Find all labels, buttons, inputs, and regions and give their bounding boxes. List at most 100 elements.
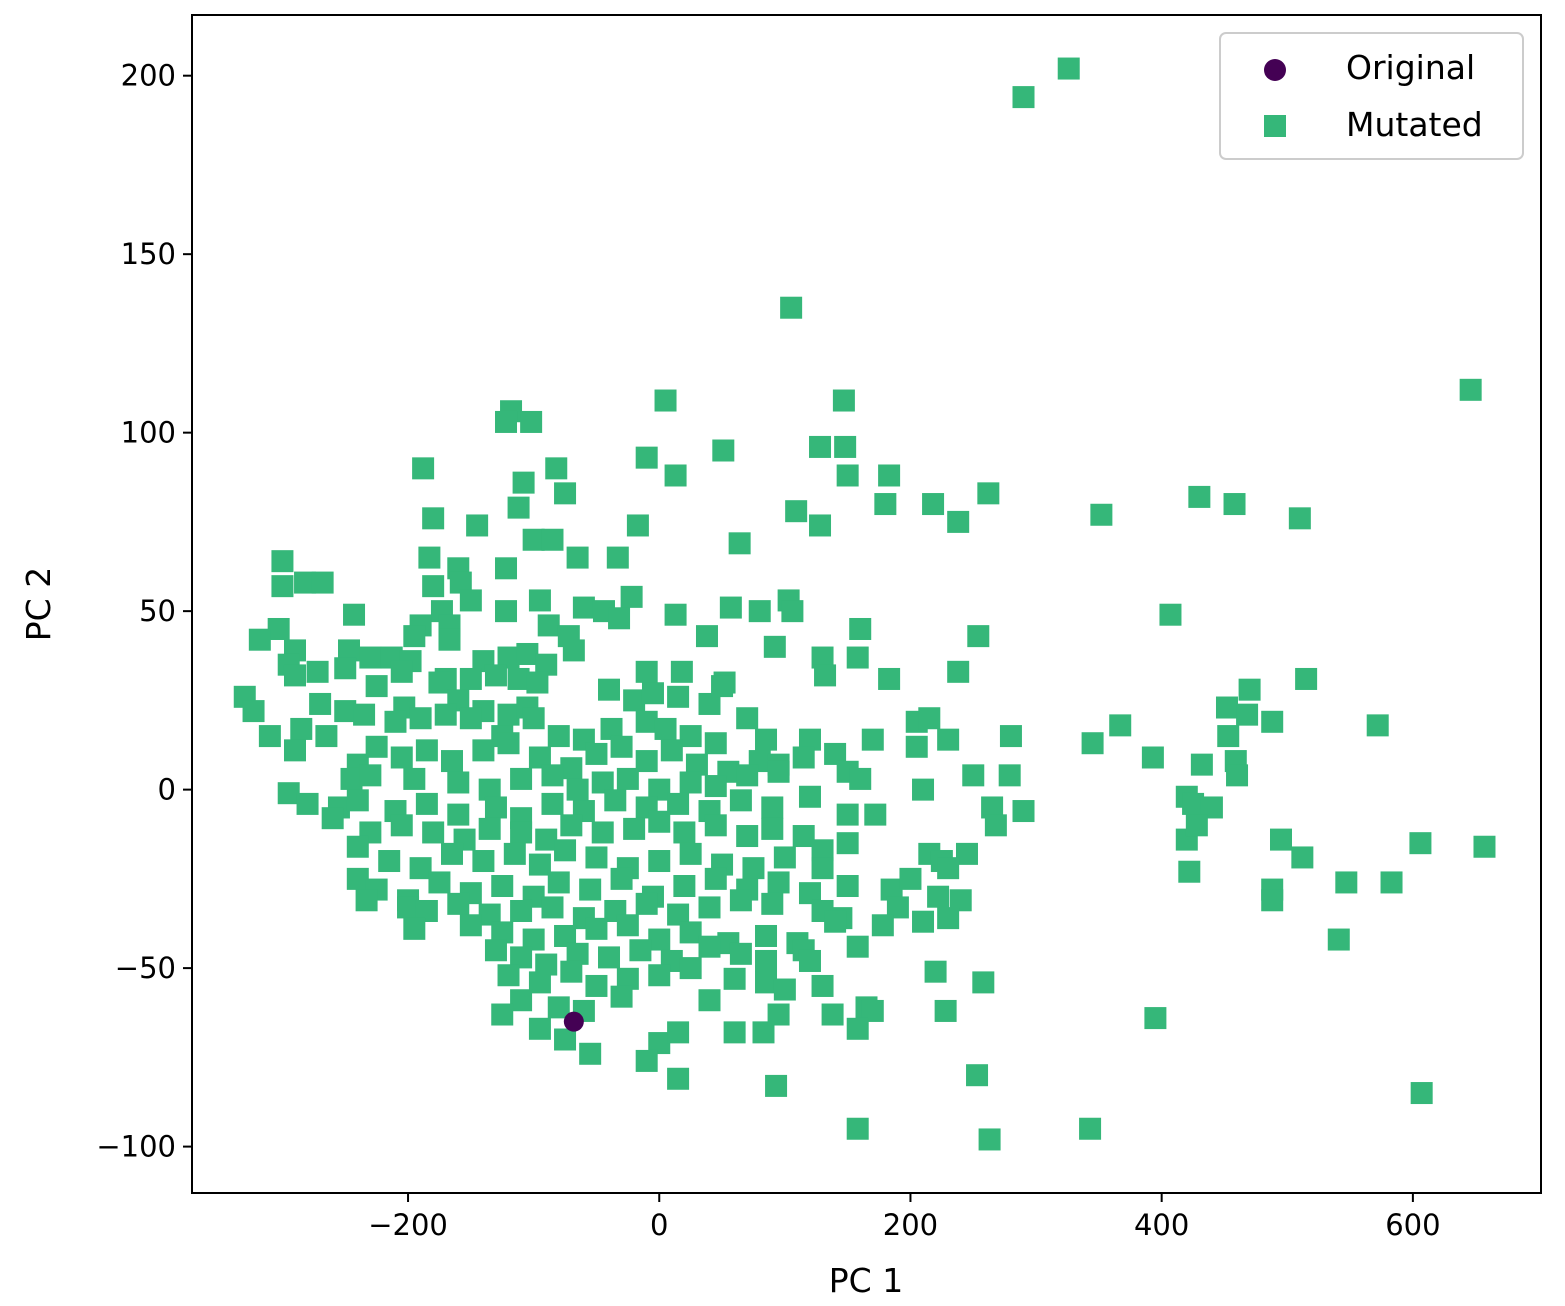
mutated-point <box>723 967 746 990</box>
legend-original-label: Original <box>1346 48 1475 87</box>
mutated-point <box>635 892 658 915</box>
mutated-point <box>343 603 366 626</box>
mutated-point <box>311 571 334 594</box>
mutated-point <box>962 764 985 787</box>
mutated-point <box>491 921 514 944</box>
mutated-point <box>346 867 369 890</box>
mutated-point <box>472 850 495 873</box>
mutated-point <box>321 807 344 830</box>
x-tick-label: 200 <box>883 1208 938 1242</box>
mutated-point <box>409 707 432 730</box>
mutated-point <box>755 949 778 972</box>
y-tick-label: 50 <box>139 594 176 628</box>
mutated-point <box>878 464 901 487</box>
mutated-point <box>478 778 501 801</box>
mutated-point <box>1200 796 1223 819</box>
mutated-point <box>648 810 671 833</box>
mutated-point <box>403 767 426 790</box>
mutated-point <box>415 899 438 922</box>
mutated-point <box>604 789 627 812</box>
mutated-point <box>535 828 558 851</box>
mutated-point <box>695 625 718 648</box>
mutated-point <box>1459 378 1482 401</box>
mutated-point <box>1223 493 1246 516</box>
mutated-point <box>773 978 796 1001</box>
mutated-point <box>591 771 614 794</box>
mutated-point <box>1178 860 1201 883</box>
mutated-point <box>981 796 1004 819</box>
mutated-point <box>1144 1007 1167 1030</box>
mutated-point <box>1238 678 1261 701</box>
x-tick-label: −200 <box>368 1208 448 1242</box>
mutated-point <box>403 917 426 940</box>
mutated-point <box>704 867 727 890</box>
mutated-point <box>365 735 388 758</box>
mutated-point <box>878 667 901 690</box>
mutated-point <box>355 889 378 912</box>
mutated-point <box>836 464 859 487</box>
mutated-point <box>1473 835 1496 858</box>
mutated-point <box>729 889 752 912</box>
mutated-point <box>267 617 290 640</box>
mutated-point <box>616 914 639 937</box>
legend-box <box>1219 32 1524 160</box>
mutated-point <box>516 642 539 665</box>
mutated-point <box>547 996 570 1019</box>
mutated-point <box>698 692 721 715</box>
mutated-point <box>811 839 834 862</box>
mutated-point <box>541 792 564 815</box>
mutated-point <box>258 725 281 748</box>
mutated-point <box>478 817 501 840</box>
mutated-point <box>562 639 585 662</box>
mutated-point <box>648 778 671 801</box>
mutated-point <box>836 875 859 898</box>
mutated-series <box>233 57 1496 1151</box>
mutated-point <box>459 589 482 612</box>
mutated-point <box>667 1067 690 1090</box>
mutated-point <box>752 1021 775 1044</box>
legend-mutated-label: Mutated <box>1346 105 1483 144</box>
original-point <box>563 1011 584 1032</box>
mutated-point <box>728 532 751 555</box>
mutated-point <box>528 746 551 769</box>
mutated-point <box>635 660 658 683</box>
mutated-point <box>1081 732 1104 755</box>
mutated-point <box>535 953 558 976</box>
mutated-point <box>522 528 545 551</box>
mutated-point <box>491 875 514 898</box>
mutated-point <box>937 907 960 930</box>
mutated-point <box>528 853 551 876</box>
mutated-point <box>428 871 451 894</box>
mutated-point <box>422 507 445 530</box>
mutated-point <box>610 867 633 890</box>
plot-frame <box>191 14 1542 1194</box>
mutated-point <box>648 964 671 987</box>
mutated-point <box>415 792 438 815</box>
mutated-point <box>763 635 786 658</box>
mutated-point <box>428 671 451 694</box>
mutated-point <box>811 974 834 997</box>
mutated-point <box>673 875 696 898</box>
mutated-point <box>667 792 690 815</box>
mutated-point <box>719 596 742 619</box>
mutated-point <box>723 1021 746 1044</box>
mutated-point <box>585 742 608 765</box>
mutated-point <box>1409 832 1432 855</box>
mutated-point <box>334 657 357 680</box>
mutated-point <box>277 782 300 805</box>
mutated-point <box>1291 846 1314 869</box>
mutated-point <box>537 614 560 637</box>
mutated-point <box>359 764 382 787</box>
mutated-point <box>679 725 702 748</box>
mutated-point <box>560 960 583 983</box>
mutated-point <box>1410 1082 1433 1105</box>
y-tick-label: −50 <box>115 951 176 985</box>
mutated-point <box>497 964 520 987</box>
mutated-point <box>495 410 518 433</box>
mutated-point <box>972 971 995 994</box>
mutated-point <box>729 942 752 965</box>
mutated-point <box>459 667 482 690</box>
mutated-point <box>1012 86 1035 109</box>
mutated-point <box>608 607 631 630</box>
